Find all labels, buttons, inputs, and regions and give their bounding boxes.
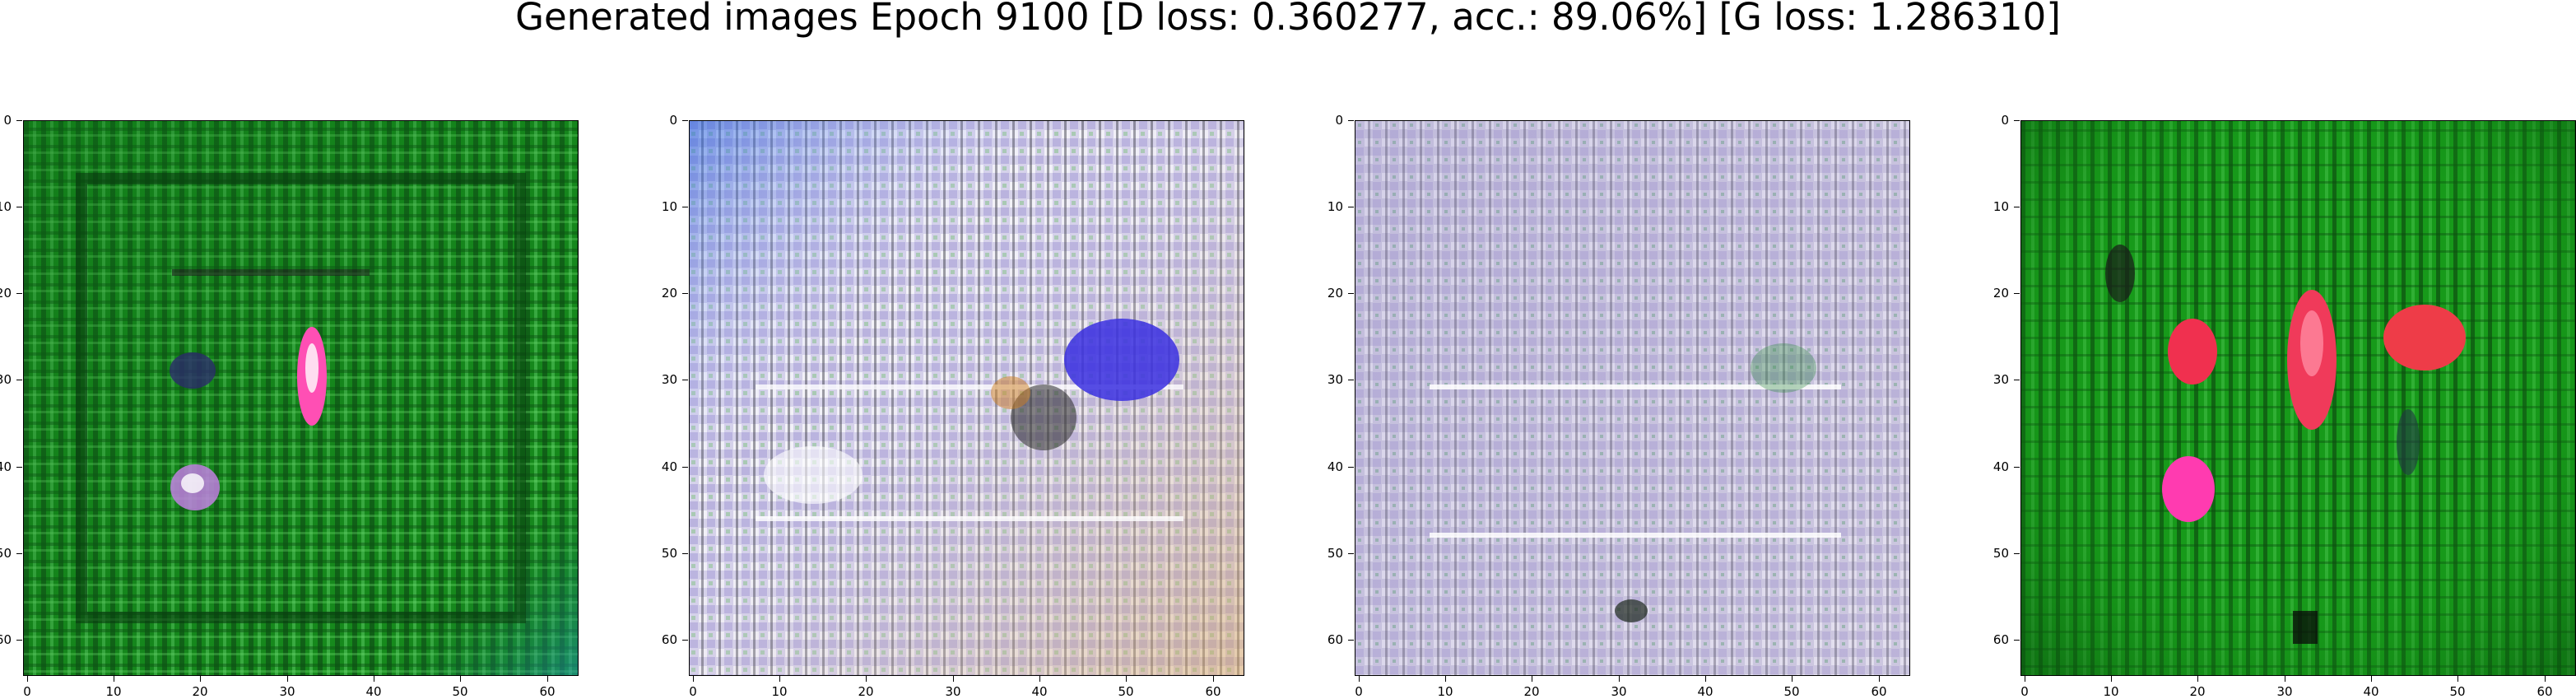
x-tick-label: 20 bbox=[1523, 684, 1540, 699]
y-tick-label: 10 bbox=[1327, 199, 1343, 214]
y-tick-label: 60 bbox=[1992, 632, 2009, 647]
x-tick-label: 0 bbox=[23, 684, 31, 699]
x-tick-label: 30 bbox=[1611, 684, 1627, 699]
x-tick-label: 0 bbox=[689, 684, 697, 699]
image-panel-1: 0 10 20 30 40 50 60 0 10 20 30 40 50 60 bbox=[0, 113, 579, 699]
y-tick-label: 20 bbox=[1992, 286, 2009, 301]
x-tick-label: 20 bbox=[192, 684, 208, 699]
x-tick-label: 60 bbox=[539, 684, 556, 699]
y-tick-label: 30 bbox=[1992, 372, 2009, 387]
x-tick-label: 40 bbox=[2363, 684, 2379, 699]
x-tick-label: 50 bbox=[1783, 684, 1800, 699]
image-panel-4: 0 10 20 30 40 50 60 0 10 20 30 40 50 60 bbox=[1993, 113, 2576, 699]
y-tick-label: 60 bbox=[0, 632, 12, 647]
image-frame-1 bbox=[23, 120, 579, 676]
x-tick-label: 40 bbox=[1031, 684, 1048, 699]
y-tick-label: 40 bbox=[1992, 459, 2009, 474]
x-tick-label: 30 bbox=[2276, 684, 2293, 699]
generated-image-4 bbox=[2021, 121, 2575, 675]
x-tick-label: 30 bbox=[945, 684, 961, 699]
image-frame-3 bbox=[1355, 120, 1910, 676]
x-tick-label: 20 bbox=[858, 684, 874, 699]
y-tick-label: 0 bbox=[1335, 113, 1343, 128]
image-panel-3: 0 10 20 30 40 50 60 0 10 20 30 40 50 60 bbox=[1328, 113, 1910, 699]
x-tick-label: 40 bbox=[365, 684, 382, 699]
x-tick-label: 0 bbox=[1355, 684, 1363, 699]
image-frame-2 bbox=[689, 120, 1244, 676]
y-tick-label: 40 bbox=[1327, 459, 1343, 474]
x-tick-label: 50 bbox=[2449, 684, 2466, 699]
y-tick-label: 20 bbox=[0, 286, 12, 301]
y-tick-label: 20 bbox=[661, 286, 677, 301]
y-tick-label: 50 bbox=[1327, 546, 1343, 561]
x-tick-label: 10 bbox=[1437, 684, 1453, 699]
y-tick-label: 30 bbox=[0, 372, 12, 387]
y-tick-label: 30 bbox=[1327, 372, 1343, 387]
y-tick-label: 20 bbox=[1327, 286, 1343, 301]
y-tick-label: 50 bbox=[661, 546, 677, 561]
x-tick-label: 10 bbox=[771, 684, 788, 699]
x-tick-label: 60 bbox=[2536, 684, 2553, 699]
y-tick-label: 0 bbox=[3, 113, 12, 128]
y-tick-label: 40 bbox=[661, 459, 677, 474]
y-tick-label: 0 bbox=[2001, 113, 2009, 128]
y-tick-label: 10 bbox=[661, 199, 677, 214]
x-tick-label: 0 bbox=[2020, 684, 2029, 699]
figure-title: Generated images Epoch 9100 [D loss: 0.3… bbox=[515, 0, 2061, 39]
image-frame-4 bbox=[2020, 120, 2576, 676]
y-tick-label: 10 bbox=[1992, 199, 2009, 214]
x-tick-label: 50 bbox=[452, 684, 468, 699]
y-tick-label: 60 bbox=[1327, 632, 1343, 647]
y-tick-label: 50 bbox=[0, 546, 12, 561]
generated-image-2 bbox=[690, 121, 1244, 675]
y-tick-label: 60 bbox=[661, 632, 677, 647]
x-tick-label: 60 bbox=[1205, 684, 1221, 699]
generated-image-3 bbox=[1355, 121, 1909, 675]
x-tick-label: 50 bbox=[1118, 684, 1134, 699]
x-tick-label: 10 bbox=[105, 684, 122, 699]
x-tick-label: 30 bbox=[279, 684, 295, 699]
image-panel-2: 0 10 20 30 40 50 60 0 10 20 30 40 50 60 bbox=[662, 113, 1244, 699]
x-tick-label: 20 bbox=[2189, 684, 2206, 699]
y-tick-label: 10 bbox=[0, 199, 12, 214]
generated-image-1 bbox=[24, 121, 578, 675]
x-tick-label: 10 bbox=[2103, 684, 2119, 699]
x-tick-label: 40 bbox=[1697, 684, 1713, 699]
y-tick-label: 40 bbox=[0, 459, 12, 474]
y-tick-label: 50 bbox=[1992, 546, 2009, 561]
y-tick-label: 30 bbox=[661, 372, 677, 387]
y-tick-label: 0 bbox=[669, 113, 677, 128]
x-tick-label: 60 bbox=[1871, 684, 1887, 699]
